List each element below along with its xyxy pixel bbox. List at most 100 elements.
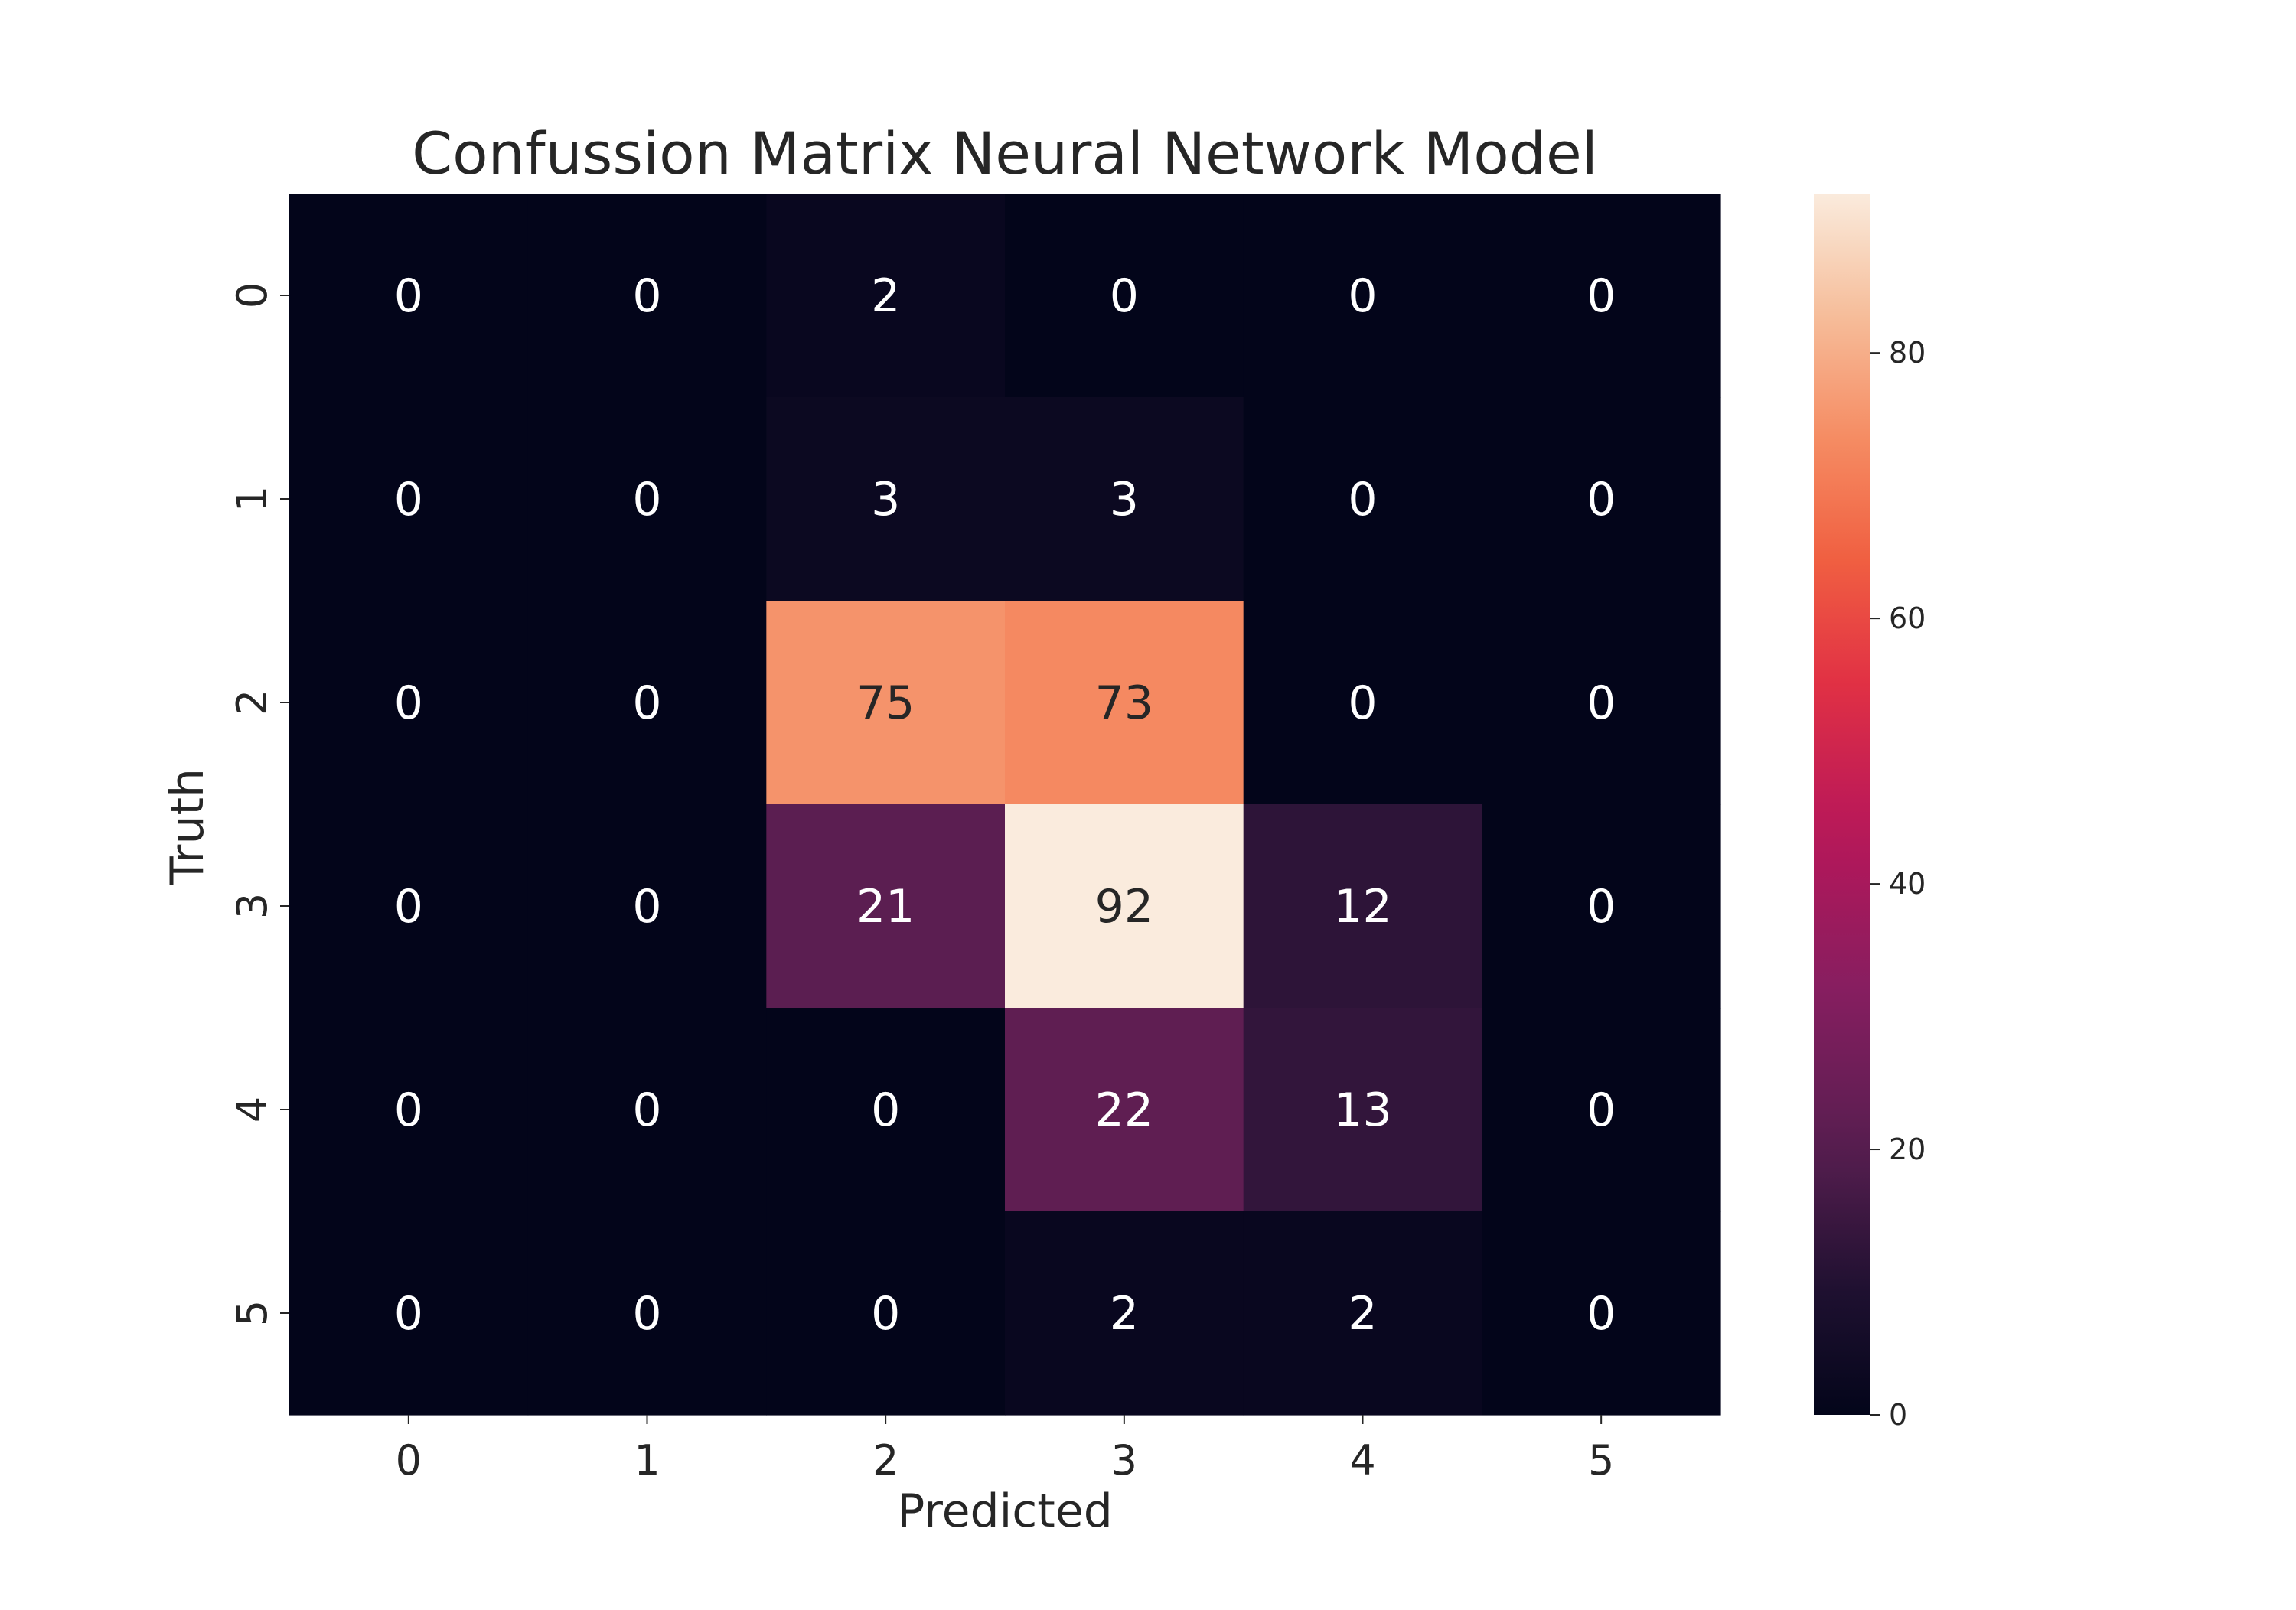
- y-tick-label-1: 1: [228, 486, 276, 512]
- x-tick-label-2: 2: [872, 1436, 899, 1485]
- heatmap-cell-r4-c0: [289, 1008, 529, 1212]
- colorbar-tick-label-0: 0: [1889, 1398, 1907, 1432]
- cell-label-r4-c3: 22: [1095, 1084, 1153, 1137]
- heatmap-cell-r1-c0: [289, 397, 529, 601]
- x-axis-label: Predicted: [897, 1485, 1113, 1538]
- cell-label-r0-c4: 0: [1348, 269, 1377, 323]
- heatmap-cell-r4-c3: [1005, 1008, 1244, 1212]
- heatmap-cell-r3-c4: [1243, 804, 1482, 1009]
- cell-label-r5-c1: 0: [632, 1287, 661, 1341]
- colorbar-tick-label-3: 60: [1889, 601, 1926, 635]
- y-axis-ticks: 0 1 2 3 4 5: [228, 282, 289, 1326]
- cell-label-r3-c3: 92: [1095, 880, 1153, 934]
- cell-label-r1-c0: 0: [394, 473, 423, 526]
- heatmap-cell-r5-c5: [1482, 1211, 1721, 1416]
- heatmap-cell-r0-c5: [1482, 194, 1721, 398]
- cell-label-r5-c2: 0: [871, 1287, 900, 1341]
- y-tick-label-5: 5: [228, 1300, 276, 1326]
- heatmap-cell-r2-c4: [1243, 601, 1482, 805]
- heatmap-cell-r3-c5: [1482, 804, 1721, 1009]
- cell-label-r3-c5: 0: [1587, 880, 1616, 934]
- cell-label-r0-c1: 0: [632, 269, 661, 323]
- x-tick-label-5: 5: [1588, 1436, 1614, 1485]
- heatmap-cell-r4-c5: [1482, 1008, 1721, 1212]
- y-axis-label: Truth: [161, 768, 214, 885]
- cell-label-r3-c1: 0: [632, 880, 661, 934]
- cell-label-r5-c4: 2: [1348, 1287, 1377, 1341]
- cell-label-r4-c1: 0: [632, 1084, 661, 1137]
- x-tick-label-1: 1: [634, 1436, 660, 1485]
- cell-value-labels: 0 0 2 0 0 00 0 3 3 0 00 0 75 73 0 00 0 21 92 12 00 0 0 22 13 00 0 0…: [394, 269, 1616, 1341]
- heatmap-cell-r2-c5: [1482, 601, 1721, 805]
- heatmap-cells: [289, 194, 1721, 1416]
- cell-label-r5-c5: 0: [1587, 1287, 1616, 1341]
- cell-label-r4-c0: 0: [394, 1084, 423, 1137]
- heatmap-cell-r4-c1: [527, 1008, 767, 1212]
- heatmap-cell-r2-c0: [289, 601, 529, 805]
- heatmap-cell-r1-c4: [1243, 397, 1482, 601]
- cell-label-r4-c4: 13: [1333, 1084, 1391, 1137]
- y-tick-label-0: 0: [228, 282, 276, 308]
- heatmap-cell-r3-c2: [766, 804, 1006, 1009]
- cell-label-r3-c4: 12: [1333, 880, 1391, 934]
- heatmap-cell-r4-c2: [766, 1008, 1006, 1212]
- x-tick-label-4: 4: [1349, 1436, 1375, 1485]
- heatmap-cell-r4-c4: [1243, 1008, 1482, 1212]
- cell-label-r3-c0: 0: [394, 880, 423, 934]
- heatmap-cell-r2-c3: [1005, 601, 1244, 805]
- cell-label-r1-c1: 0: [632, 473, 661, 526]
- heatmap-cell-r0-c3: [1005, 194, 1244, 398]
- x-tick-label-3: 3: [1111, 1436, 1137, 1485]
- cell-label-r1-c4: 0: [1348, 473, 1377, 526]
- heatmap-cell-r3-c0: [289, 804, 529, 1009]
- heatmap-cell-r1-c5: [1482, 397, 1721, 601]
- cell-label-r2-c4: 0: [1348, 676, 1377, 730]
- y-tick-label-4: 4: [228, 1097, 276, 1123]
- heatmap-cell-r0-c4: [1243, 194, 1482, 398]
- cell-label-r2-c2: 75: [856, 676, 915, 730]
- cell-label-r5-c0: 0: [394, 1287, 423, 1341]
- heatmap-cell-r5-c2: [766, 1211, 1006, 1416]
- colorbar-tick-label-2: 40: [1889, 867, 1926, 901]
- cell-label-r2-c3: 73: [1095, 676, 1153, 730]
- cell-label-r2-c5: 0: [1587, 676, 1616, 730]
- cell-label-r0-c3: 0: [1110, 269, 1139, 323]
- cell-label-r0-c2: 2: [871, 269, 900, 323]
- heatmap-cell-r0-c0: [289, 194, 529, 398]
- heatmap-cell-r2-c2: [766, 601, 1006, 805]
- colorbar-tick-label-4: 80: [1889, 336, 1926, 370]
- heatmap-cell-r0-c1: [527, 194, 767, 398]
- y-tick-label-3: 3: [228, 893, 276, 919]
- cell-label-r4-c5: 0: [1587, 1084, 1616, 1137]
- heatmap-cell-r1-c1: [527, 397, 767, 601]
- cell-label-r1-c2: 3: [871, 473, 900, 526]
- heatmap-cell-r3-c3: [1005, 804, 1244, 1009]
- cell-label-r1-c5: 0: [1587, 473, 1616, 526]
- colorbar: [1814, 194, 1870, 1415]
- heatmap-cell-r5-c4: [1243, 1211, 1482, 1416]
- cell-label-r1-c3: 3: [1110, 473, 1139, 526]
- cell-label-r2-c1: 0: [632, 676, 661, 730]
- heatmap-cell-r1-c2: [766, 397, 1006, 601]
- chart-title: Confussion Matrix Neural Network Model: [412, 119, 1598, 187]
- heatmap-cell-r0-c2: [766, 194, 1006, 398]
- heatmap-cell-r1-c3: [1005, 397, 1244, 601]
- x-tick-label-0: 0: [396, 1436, 422, 1485]
- cell-label-r0-c0: 0: [394, 269, 423, 323]
- cell-label-r2-c0: 0: [394, 676, 423, 730]
- heatmap-cell-r2-c1: [527, 601, 767, 805]
- heatmap-cell-r5-c3: [1005, 1211, 1244, 1416]
- heatmap-cell-r5-c1: [527, 1211, 767, 1416]
- cell-label-r5-c3: 2: [1110, 1287, 1139, 1341]
- x-axis-ticks: 0 1 2 3 4 5: [396, 1415, 1614, 1485]
- heatmap-cell-r3-c1: [527, 804, 767, 1009]
- cell-label-r3-c2: 21: [856, 880, 915, 934]
- colorbar-tick-label-1: 20: [1889, 1133, 1926, 1166]
- y-tick-label-2: 2: [228, 689, 276, 715]
- cell-label-r0-c5: 0: [1587, 269, 1616, 323]
- heatmap-cell-r5-c0: [289, 1211, 529, 1416]
- cell-label-r4-c2: 0: [871, 1084, 900, 1137]
- colorbar-ticks: 0 20 40 60 80: [1870, 336, 1926, 1432]
